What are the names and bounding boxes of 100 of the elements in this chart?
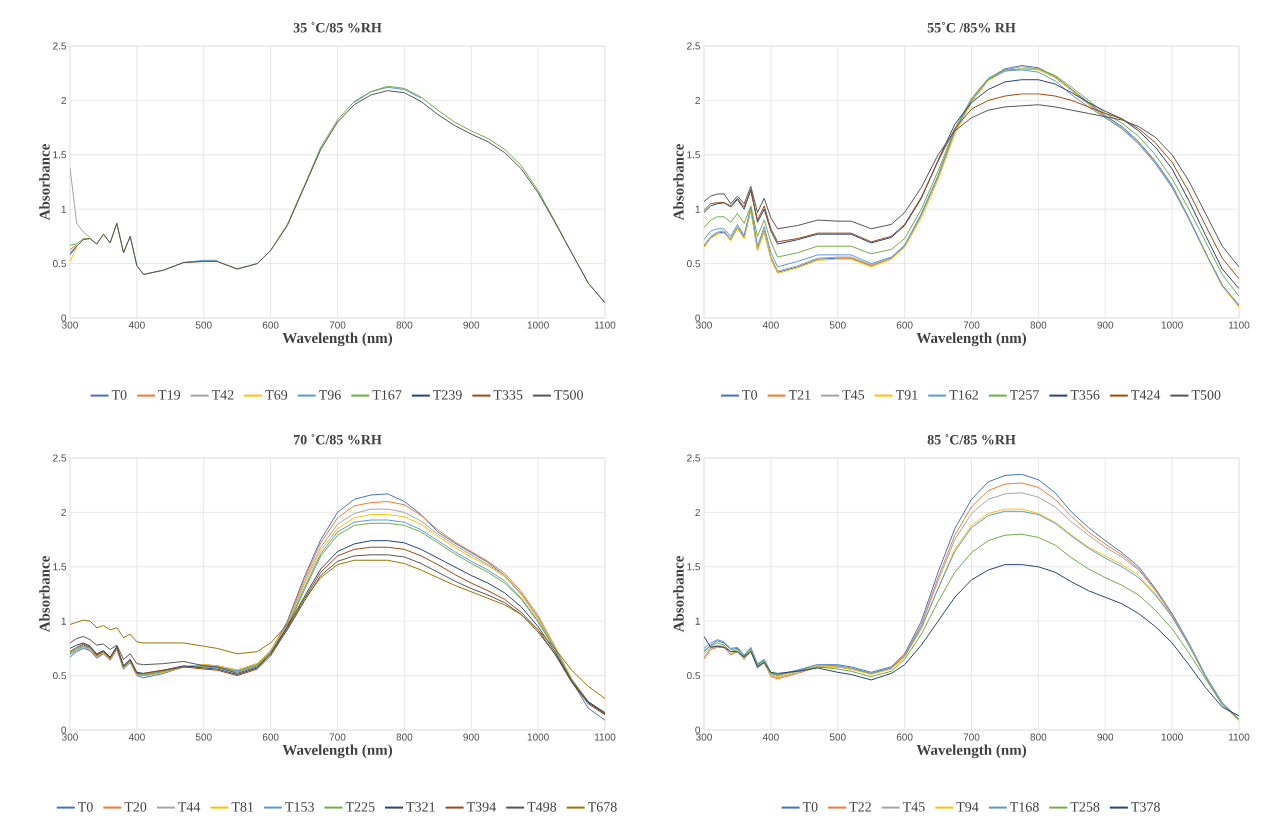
legend-label: T424 — [1131, 390, 1161, 400]
legend-label: T44 — [178, 802, 201, 812]
y-tick-label: 1.5 — [687, 151, 701, 159]
x-tick-label: 400 — [762, 321, 779, 329]
y-tick-label: 0 — [61, 314, 67, 322]
legend-label: T258 — [1070, 802, 1100, 812]
legend-label: T91 — [895, 390, 918, 400]
x-tick-label: 500 — [195, 321, 212, 329]
legend-label: T20 — [124, 802, 147, 812]
legend-label: T69 — [265, 390, 288, 400]
y-tick-label: 0.5 — [52, 260, 67, 268]
x-tick-label: 700 — [329, 733, 346, 741]
chart-title: 70 ˚C/85 %RH — [293, 434, 382, 445]
chart-title: 35 ˚C/85 %RH — [293, 22, 382, 33]
chart-title: 55˚C /85% RH — [927, 22, 1016, 33]
y-tick-label: 2 — [61, 508, 66, 516]
x-tick-label: 1100 — [1229, 321, 1250, 329]
legend-label: T335 — [493, 390, 523, 400]
x-tick-label: 1000 — [1161, 321, 1183, 329]
legend-label: T498 — [527, 802, 557, 812]
x-tick-label: 800 — [396, 321, 413, 329]
x-axis-title: Wavelength (nm) — [916, 332, 1027, 347]
legend-label: T225 — [345, 802, 375, 812]
x-tick-label: 800 — [1030, 733, 1047, 741]
legend-label: T678 — [587, 802, 617, 812]
legend-label: T0 — [78, 802, 93, 812]
legend-label: T0 — [111, 390, 127, 400]
legend-label: T0 — [802, 802, 818, 812]
x-tick-label: 1000 — [1161, 733, 1183, 741]
y-tick-label: 1 — [695, 205, 700, 213]
x-tick-label: 300 — [62, 321, 78, 329]
y-tick-label: 2 — [695, 508, 700, 516]
y-tick-label: 1 — [61, 617, 66, 625]
x-tick-label: 1000 — [527, 733, 549, 741]
x-tick-label: 500 — [829, 321, 846, 329]
x-tick-label: 600 — [896, 733, 913, 741]
x-tick-label: 900 — [463, 733, 480, 741]
x-tick-label: 800 — [1030, 321, 1047, 329]
x-tick-label: 400 — [128, 733, 145, 741]
y-tick-label: 2 — [695, 96, 700, 104]
y-axis-title: Absorbance — [673, 556, 684, 633]
y-axis-title: Absorbance — [673, 144, 684, 221]
chart-title: 85 ˚C/85 %RH — [927, 434, 1016, 445]
legend-label: T19 — [158, 390, 181, 400]
x-tick-label: 1100 — [595, 321, 616, 329]
y-tick-label: 2.5 — [53, 42, 67, 50]
x-axis-title: Wavelength (nm) — [916, 744, 1027, 759]
legend-label: T162 — [949, 390, 978, 400]
y-tick-label: 1 — [695, 617, 700, 625]
legend-label: T42 — [211, 390, 234, 400]
x-tick-label: 600 — [262, 321, 279, 329]
x-tick-label: 300 — [62, 733, 78, 741]
x-tick-label: 700 — [963, 321, 980, 329]
x-tick-label: 1000 — [527, 321, 549, 329]
y-tick-label: 1.5 — [53, 151, 67, 159]
legend-label: T500 — [1191, 390, 1221, 400]
legend-label: T22 — [849, 802, 871, 812]
legend-label: T45 — [902, 802, 925, 812]
x-tick-label: 900 — [1097, 321, 1114, 329]
legend-label: T356 — [1070, 390, 1100, 400]
y-tick-label: 0 — [695, 314, 701, 322]
legend-label: T21 — [788, 390, 811, 400]
legend-label: T0 — [742, 390, 758, 400]
legend-label: T394 — [466, 802, 496, 812]
legend-label: T96 — [318, 390, 341, 400]
y-tick-label: 0 — [61, 726, 67, 734]
y-tick-label: 0.5 — [52, 672, 67, 680]
y-tick-label: 0 — [695, 726, 701, 734]
legend-label: T45 — [842, 390, 865, 400]
legend-label: T321 — [406, 802, 435, 812]
legend-label: T167 — [372, 390, 402, 400]
x-tick-label: 900 — [463, 321, 480, 329]
x-tick-label: 800 — [396, 733, 413, 741]
legend-label: T239 — [433, 390, 462, 400]
legend-label: T153 — [285, 802, 314, 812]
y-tick-label: 2.5 — [687, 454, 701, 462]
legend-label: T168 — [1010, 802, 1039, 812]
x-tick-label: 300 — [696, 321, 712, 329]
y-tick-label: 1 — [61, 205, 66, 213]
y-tick-label: 2.5 — [687, 42, 701, 50]
y-tick-label: 2.5 — [53, 454, 67, 462]
x-tick-label: 600 — [896, 321, 913, 329]
y-axis-title: Absorbance — [39, 144, 50, 221]
x-tick-label: 300 — [696, 733, 712, 741]
y-tick-label: 0.5 — [686, 672, 701, 680]
legend-label: T500 — [554, 390, 583, 400]
x-tick-label: 500 — [829, 733, 846, 741]
x-tick-label: 1100 — [1229, 733, 1250, 741]
x-tick-label: 500 — [195, 733, 212, 741]
x-tick-label: 600 — [262, 733, 279, 741]
y-tick-label: 2 — [61, 96, 66, 104]
legend-label: T81 — [231, 802, 254, 812]
y-axis-title: Absorbance — [39, 556, 50, 633]
y-tick-label: 1.5 — [687, 563, 701, 571]
legend-label: T257 — [1010, 390, 1039, 400]
x-axis-title: Wavelength (nm) — [282, 332, 393, 347]
x-tick-label: 700 — [963, 733, 980, 741]
y-tick-label: 0.5 — [686, 260, 701, 268]
x-tick-label: 900 — [1097, 733, 1114, 741]
x-tick-label: 700 — [329, 321, 346, 329]
